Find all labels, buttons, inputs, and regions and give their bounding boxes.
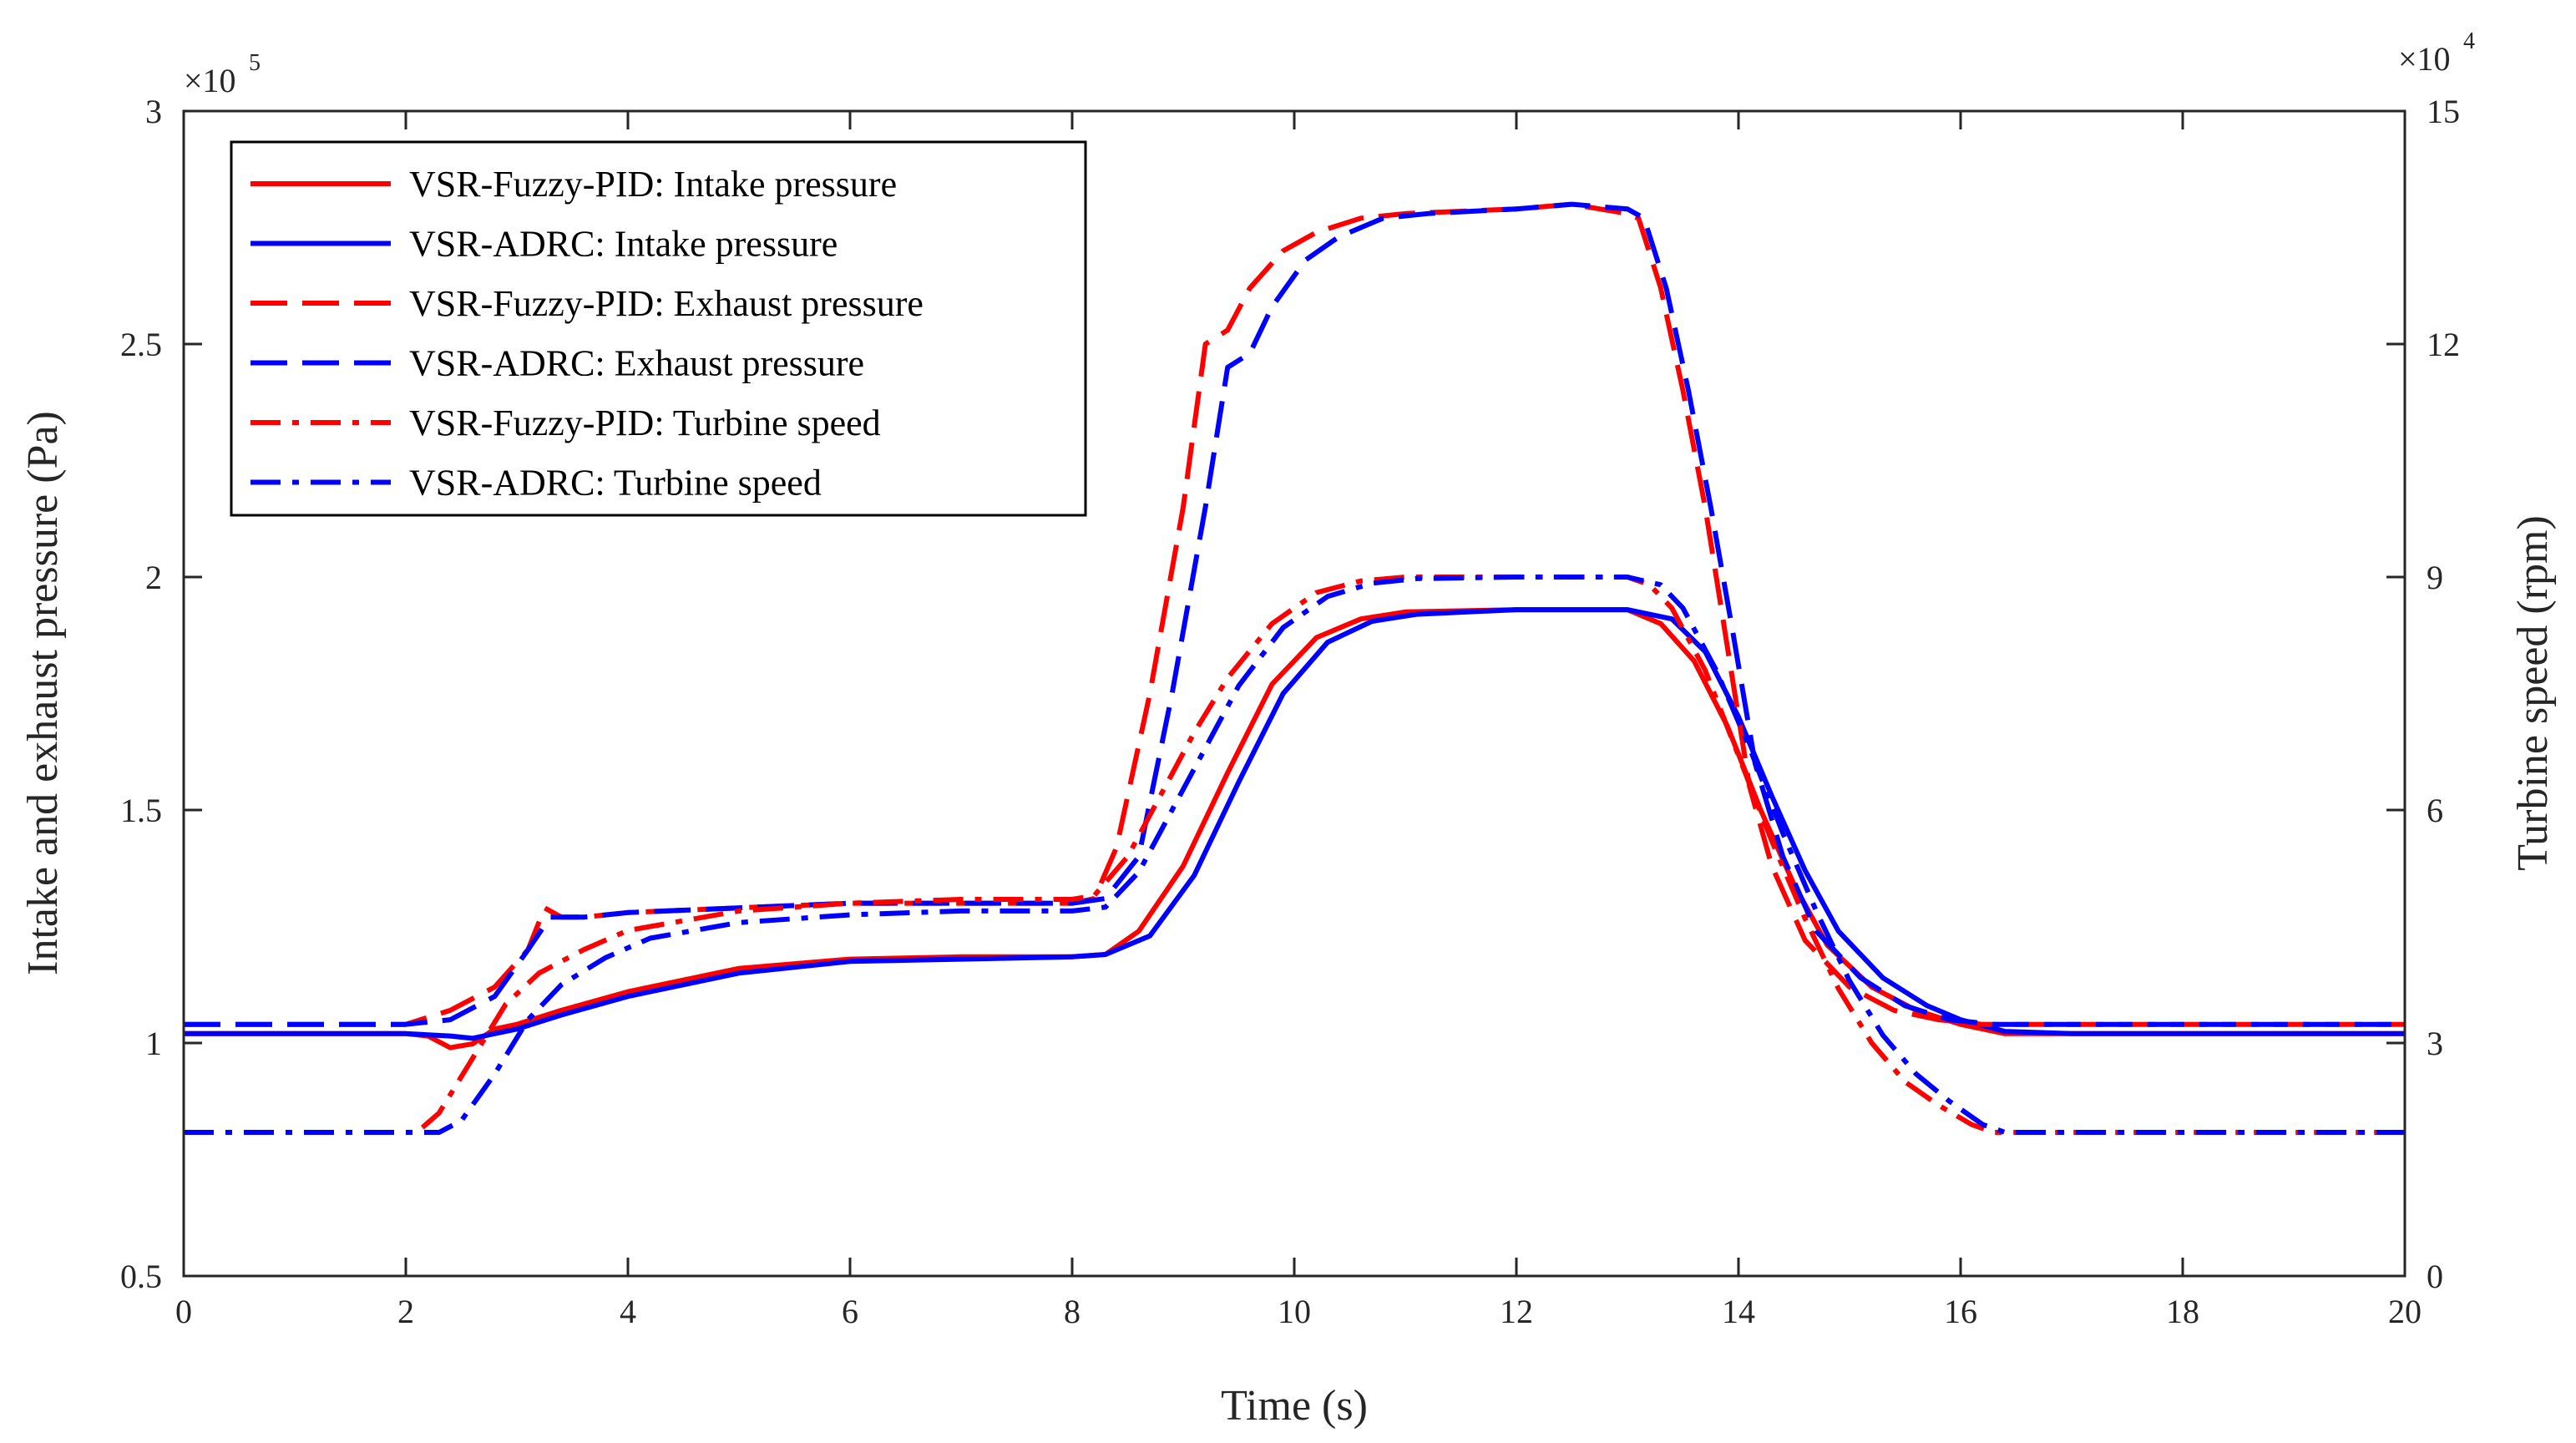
right-tick-label: 9 xyxy=(2427,559,2443,596)
legend-label-1: VSR-Fuzzy-PID: Intake pressure xyxy=(409,164,897,205)
x-tick-label: 2 xyxy=(397,1293,414,1330)
x-tick-label: 4 xyxy=(620,1293,636,1330)
series-line-4 xyxy=(184,201,2405,1027)
right-tick-label: 0 xyxy=(2427,1258,2443,1295)
left-tick-label: 0.5 xyxy=(120,1258,162,1295)
x-tick-label: 6 xyxy=(842,1293,858,1330)
series-line-1 xyxy=(184,607,2405,1051)
right-tick-label: 3 xyxy=(2427,1025,2443,1062)
axis-ticks: 0 2 4 6 8 10 12 14 16 18 20 0.5 1 1.5 2 2.5 3 0 3 6 9 12 15 xyxy=(120,93,2460,1330)
legend-items: VSR-Fuzzy-PID: Intake pressure VSR-ADRC: … xyxy=(251,164,924,504)
plot-lines xyxy=(184,201,2405,1135)
series-line-2 xyxy=(184,607,2405,1041)
x-tick-label: 14 xyxy=(1722,1293,1755,1330)
left-tick-label: 1.5 xyxy=(120,792,162,829)
right-exponent-power: 4 xyxy=(2463,28,2475,54)
x-tick-label: 18 xyxy=(2166,1293,2199,1330)
x-axis-label: Time (s) xyxy=(1221,1382,1368,1430)
left-tick-label: 3 xyxy=(145,93,162,130)
left-axis-label: Intake and exhaust pressure (Pa) xyxy=(19,411,67,975)
right-axis-label: Turbine speed (rpm) xyxy=(2509,515,2557,871)
legend-label-6: VSR-ADRC: Turbine speed xyxy=(409,463,822,504)
series-line-5 xyxy=(184,575,2405,1135)
right-exponent-label: ×10 xyxy=(2398,40,2451,78)
legend-label-4: VSR-ADRC: Exhaust pressure xyxy=(409,343,864,384)
right-tick-label: 6 xyxy=(2427,792,2443,829)
x-tick-label: 10 xyxy=(1278,1293,1311,1330)
legend: VSR-Fuzzy-PID: Intake pressure VSR-ADRC: … xyxy=(230,140,1087,517)
right-tick-label: 12 xyxy=(2427,326,2460,363)
left-exponent-power: 5 xyxy=(249,50,261,76)
left-tick-label: 1 xyxy=(145,1025,162,1062)
legend-label-3: VSR-Fuzzy-PID: Exhaust pressure xyxy=(409,283,924,324)
x-tick-label: 12 xyxy=(1500,1293,1533,1330)
legend-label-5: VSR-Fuzzy-PID: Turbine speed xyxy=(409,403,881,443)
series-line-6 xyxy=(184,575,2405,1135)
x-tick-label: 8 xyxy=(1064,1293,1081,1330)
x-tick-label: 0 xyxy=(175,1293,192,1330)
left-tick-label: 2 xyxy=(145,559,162,596)
right-tick-label: 15 xyxy=(2427,93,2460,130)
legend-label-2: VSR-ADRC: Intake pressure xyxy=(409,224,838,265)
left-tick-label: 2.5 xyxy=(120,326,162,363)
left-exponent-label: ×10 xyxy=(184,62,236,99)
x-tick-label: 20 xyxy=(2388,1293,2422,1330)
legend-box xyxy=(230,140,1087,517)
x-tick-label: 16 xyxy=(1944,1293,1977,1330)
